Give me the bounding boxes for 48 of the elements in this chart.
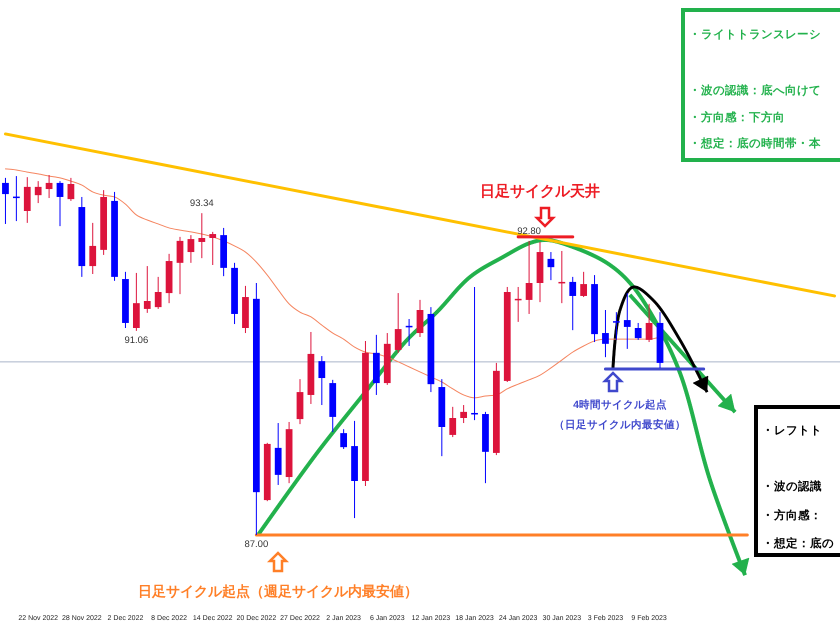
- candlestick: [340, 428, 348, 450]
- annotation: ・方向感：: [762, 508, 822, 522]
- candlestick: [526, 240, 532, 314]
- candlestick: [394, 292, 402, 354]
- candlestick: [514, 286, 522, 322]
- candlestick: [569, 276, 576, 331]
- candlestick: [624, 292, 631, 350]
- candlestick: [46, 174, 52, 199]
- candlestick: [144, 266, 151, 314]
- text: ・想定：底の: [762, 536, 834, 550]
- candlestick: [449, 406, 456, 438]
- annotation: 日足サイクル天井: [480, 183, 600, 200]
- annotation: （日足サイクル内最安値）: [554, 418, 686, 431]
- candlestick: [318, 356, 326, 406]
- candlestick: [198, 212, 206, 259]
- annotation: 93.34: [190, 198, 214, 210]
- candlestick: [580, 271, 588, 298]
- annotation: 92.80: [517, 226, 541, 237]
- candlestick: [12, 176, 20, 222]
- annotation: ・波の認識: [762, 479, 822, 493]
- text: 日足サイクル起点（週足サイクル内最安値）: [138, 583, 418, 599]
- candlestick: [471, 286, 478, 421]
- candlestick: [2, 177, 9, 224]
- candlestick: [548, 252, 554, 281]
- candlestick: [634, 322, 642, 340]
- candlestick: [56, 180, 64, 227]
- candlestick: [209, 231, 216, 266]
- candlestick: [406, 318, 412, 346]
- candlestick: [612, 312, 620, 340]
- candlestick: [188, 234, 194, 264]
- candlestick: [34, 180, 42, 204]
- annotation: 91.06: [124, 334, 148, 346]
- text: ・ライトトランスレーシ: [689, 28, 821, 41]
- candlestick: [416, 299, 424, 338]
- annotation: ・レフトト: [762, 425, 822, 437]
- candlestick: [602, 310, 609, 358]
- candlestick: [154, 276, 162, 310]
- candlestick: [176, 236, 184, 295]
- text: ・方向感：下方向: [689, 110, 785, 124]
- candlestick: [558, 250, 566, 304]
- annotation: 87.00: [244, 539, 268, 550]
- candlestick: [68, 177, 74, 202]
- text: ・想定：底の時間帯・本: [689, 136, 822, 150]
- annotation: 4時間サイクル起点: [573, 398, 667, 411]
- candlestick: [646, 303, 652, 343]
- candlestick: [460, 404, 468, 424]
- candlestick: [89, 222, 96, 274]
- text: ・波の認識：底へ向けて: [689, 83, 821, 97]
